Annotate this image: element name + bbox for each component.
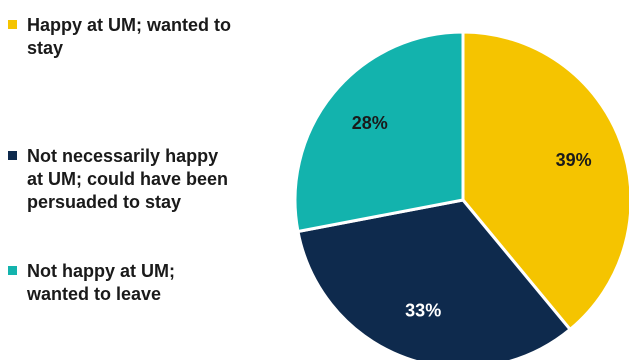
legend-item-not-happy: Not happy at UM; wanted to leave	[8, 260, 232, 306]
chart-legend: Happy at UM; wanted to stay Not necessar…	[8, 0, 258, 360]
pie-slice-not-happy	[293, 30, 465, 234]
legend-item-not-necessarily-happy: Not necessarily happy at UM; could have …	[8, 145, 232, 214]
legend-swatch-not-necessarily-happy	[8, 151, 17, 160]
legend-label-not-necessarily-happy: Not necessarily happy at UM; could have …	[27, 146, 229, 212]
legend-label-happy: Happy at UM; wanted to stay	[27, 15, 232, 58]
slice-label-not-necessarily-happy: 33%	[405, 301, 441, 321]
slice-label-not-happy: 28%	[352, 113, 388, 133]
legend-item-happy: Happy at UM; wanted to stay	[8, 14, 232, 60]
slice-label-happy: 39%	[556, 150, 592, 170]
legend-label-not-happy: Not happy at UM; wanted to leave	[27, 261, 175, 304]
legend-swatch-not-happy	[8, 266, 17, 275]
pie-slice-not-necessarily-happy	[296, 198, 573, 360]
pie-slice-happy	[461, 30, 629, 332]
legend-swatch-happy	[8, 20, 17, 29]
